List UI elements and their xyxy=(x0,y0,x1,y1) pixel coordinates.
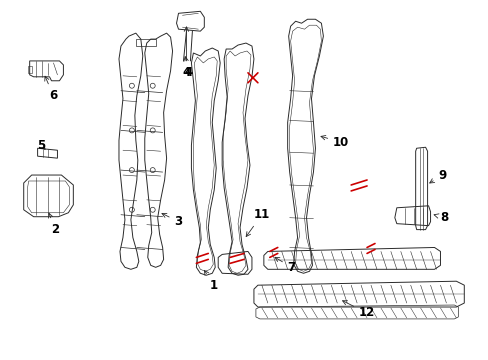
Text: 11: 11 xyxy=(245,208,269,237)
Text: 8: 8 xyxy=(433,211,447,224)
Text: 3: 3 xyxy=(162,213,182,228)
Text: 4: 4 xyxy=(183,57,192,79)
Text: 2: 2 xyxy=(48,213,60,236)
Text: 4: 4 xyxy=(182,27,190,79)
Text: 6: 6 xyxy=(45,76,58,102)
Text: 12: 12 xyxy=(342,301,374,319)
Text: 9: 9 xyxy=(429,168,446,183)
Text: 1: 1 xyxy=(204,270,218,292)
Text: 10: 10 xyxy=(320,135,348,149)
Text: 5: 5 xyxy=(38,139,45,152)
Text: 7: 7 xyxy=(274,257,295,274)
